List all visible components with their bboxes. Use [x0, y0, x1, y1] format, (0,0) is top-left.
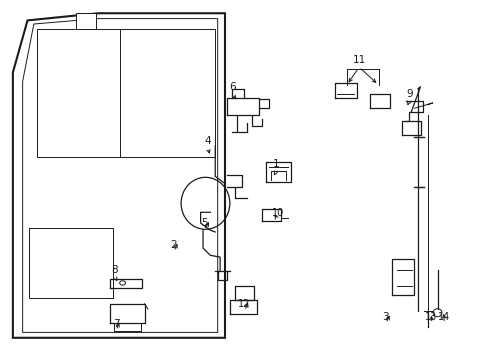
- Text: 3: 3: [382, 312, 388, 321]
- Text: 1: 1: [272, 159, 279, 169]
- Text: 2: 2: [170, 240, 177, 250]
- Polygon shape: [76, 13, 96, 30]
- Text: 10: 10: [271, 208, 283, 218]
- Text: 8: 8: [111, 265, 118, 275]
- Text: 6: 6: [228, 82, 235, 92]
- Text: 13: 13: [424, 312, 436, 321]
- Text: 11: 11: [352, 55, 365, 65]
- Text: 5: 5: [201, 219, 207, 228]
- Text: 9: 9: [405, 89, 412, 99]
- Text: 14: 14: [437, 312, 449, 321]
- Text: 12: 12: [238, 299, 250, 309]
- Polygon shape: [13, 13, 224, 338]
- Text: 7: 7: [113, 319, 120, 329]
- Text: 4: 4: [204, 136, 211, 146]
